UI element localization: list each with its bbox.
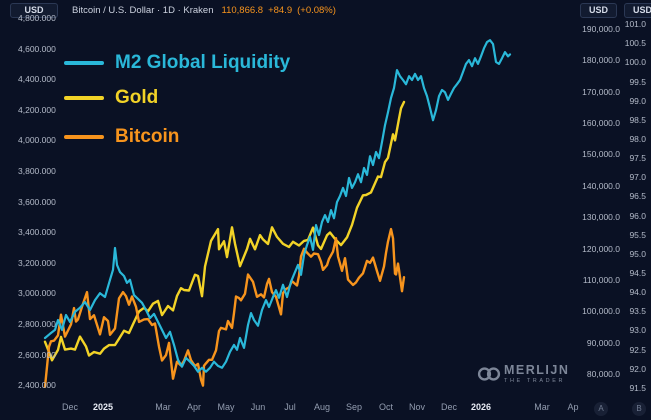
time-axis-month-label: Ap xyxy=(567,402,579,412)
axis-tick-label: 4,000.000 xyxy=(18,135,56,146)
axis-tick-label: 150,000.0 xyxy=(582,149,620,160)
legend-item-m2-global-liquidity[interactable]: M2 Global Liquidity xyxy=(64,51,290,75)
legend-label: M2 Global Liquidity xyxy=(115,52,291,73)
axis-tick-label: 98.5 xyxy=(629,114,646,125)
axis-tick-label: 100.5 xyxy=(624,38,646,49)
series-line-m2-global-liquidity xyxy=(43,39,512,373)
watermark-tagline: THE TRADER xyxy=(504,377,566,384)
axis-tick-label: 4,600.000 xyxy=(18,43,56,54)
axis-tick-label: 120,000.0 xyxy=(582,243,620,254)
series-line-gold xyxy=(43,100,406,362)
time-axis-month-label: Dec xyxy=(440,402,458,412)
legend-color-line xyxy=(64,135,104,139)
axis-tick-label: 96.0 xyxy=(629,210,646,221)
price-change-percent: (+0.08%) xyxy=(297,5,336,16)
axis-tick-label: 160,000.0 xyxy=(582,118,620,129)
axis-tick-label: 3,000.000 xyxy=(18,288,56,299)
time-axis-month-label: Mar xyxy=(155,402,171,412)
axis-tick-label: 97.0 xyxy=(629,172,646,183)
time-axis-month-label: Sep xyxy=(345,402,363,412)
legend-label: Gold xyxy=(115,87,159,108)
axis-tick-label: 93.0 xyxy=(629,325,646,336)
axis-tick-label: 95.0 xyxy=(629,248,646,259)
axis-tick-label: 98.0 xyxy=(629,133,646,144)
axis-tick-label: 95.5 xyxy=(629,229,646,240)
time-axis-month-label: Nov xyxy=(408,402,426,412)
axis-tick-label: 4,400.000 xyxy=(18,74,56,85)
m2-scale-currency-button[interactable]: USD xyxy=(624,3,651,18)
time-axis-month-label: Oct xyxy=(378,402,394,412)
axis-tick-label: 91.5 xyxy=(629,382,646,393)
legend-color-line xyxy=(64,96,104,100)
watermark: MERLIJN THE TRADER xyxy=(477,363,569,385)
symbol-titlebar: Bitcoin / U.S. Dollar · 1D · Kraken 110,8… xyxy=(72,5,336,16)
legend-item-gold[interactable]: Gold xyxy=(64,86,158,110)
time-axis-month-label: Mar xyxy=(534,402,550,412)
legend-item-bitcoin[interactable]: Bitcoin xyxy=(64,125,179,149)
time-axis-month-label: Apr xyxy=(186,402,202,412)
axis-tick-label: 2,400.000 xyxy=(18,380,56,391)
btc-scale-currency-button[interactable]: USD xyxy=(580,3,617,18)
axis-tick-label: 100.0 xyxy=(624,57,646,68)
axis-tick-label: 90,000.0 xyxy=(586,337,620,348)
axis-tick-label: 94.5 xyxy=(629,267,646,278)
axis-tick-label: 99.5 xyxy=(629,76,646,87)
left-scale-currency-button[interactable]: USD xyxy=(10,3,58,18)
time-axis-month-label: Dec xyxy=(61,402,79,412)
axis-tick-label: 96.5 xyxy=(629,191,646,202)
axis-tick-label: 4,200.000 xyxy=(18,104,56,115)
price-change: +84.9 xyxy=(268,5,293,16)
time-axis-month-label: Jun xyxy=(250,402,266,412)
axis-tick-label: 100,000.0 xyxy=(582,306,620,317)
axis-tick-label: 3,600.000 xyxy=(18,196,56,207)
axis-tick-label: 94.0 xyxy=(629,287,646,297)
axis-tick-label: 2,600.000 xyxy=(18,349,56,360)
watermark-name: MERLIJN xyxy=(504,363,570,377)
axis-tick-label: 4,800.000 xyxy=(18,13,56,23)
axis-tick-label: 93.5 xyxy=(629,306,646,317)
axis-tick-label: 170,000.0 xyxy=(582,86,620,97)
time-axis-year-label: 2026 xyxy=(470,402,492,412)
merlijn-logo-icon xyxy=(477,367,501,381)
series-line-bitcoin xyxy=(43,227,406,388)
time-axis-month-label: Aug xyxy=(313,402,331,412)
legend-label: Bitcoin xyxy=(115,126,180,147)
last-price: 110,866.8 xyxy=(221,5,264,16)
legend-color-line xyxy=(64,61,104,65)
axis-tick-label: 130,000.0 xyxy=(582,212,620,223)
axis-tick-label: 3,200.000 xyxy=(18,257,56,268)
axis-tick-label: 92.5 xyxy=(629,344,646,355)
scale-badge-b[interactable]: B xyxy=(632,402,646,416)
scale-badge-a[interactable]: A xyxy=(594,402,608,416)
axis-tick-label: 101.0 xyxy=(624,19,646,30)
axis-tick-label: 180,000.0 xyxy=(582,55,620,66)
time-axis-month-label: Jul xyxy=(284,402,296,412)
time-axis-year-label: 2025 xyxy=(92,402,114,412)
axis-tick-label: 3,800.000 xyxy=(18,166,56,176)
axis-tick-label: 2,800.000 xyxy=(18,319,56,329)
axis-tick-label: 80,000.0 xyxy=(586,369,620,379)
axis-tick-label: 92.0 xyxy=(629,363,646,374)
axis-tick-label: 97.5 xyxy=(629,153,646,164)
symbol-title[interactable]: Bitcoin / U.S. Dollar · 1D · Kraken xyxy=(72,5,214,16)
axis-tick-label: 190,000.0 xyxy=(582,24,620,34)
axis-tick-label: 99.0 xyxy=(629,95,646,106)
axis-tick-label: 140,000.0 xyxy=(582,180,620,191)
axis-tick-label: 110,000.0 xyxy=(582,274,620,285)
axis-tick-label: 3,400.000 xyxy=(18,227,56,238)
time-axis-month-label: May xyxy=(217,402,235,412)
